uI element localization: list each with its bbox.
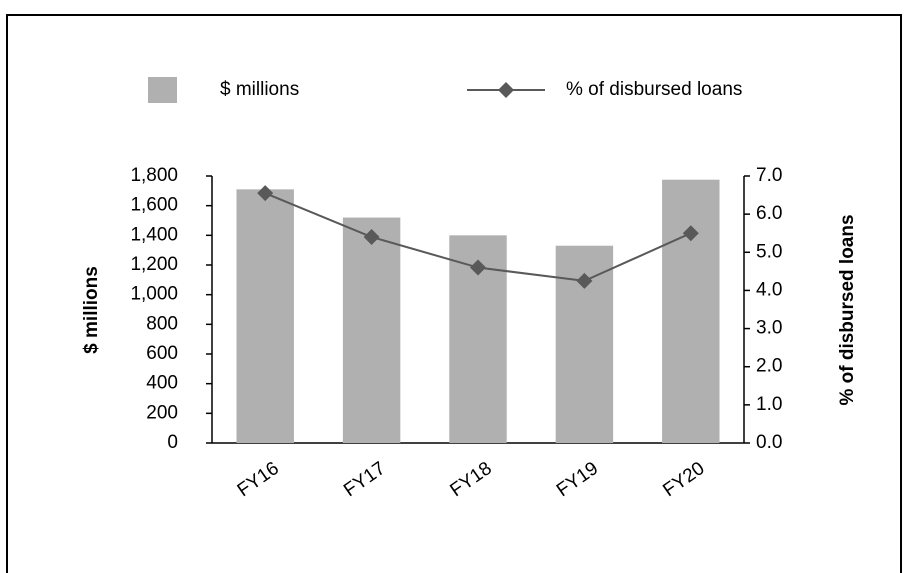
x-tick-label: FY19 — [553, 458, 602, 501]
bar — [342, 217, 401, 443]
bar — [236, 189, 294, 443]
y-tick-label: 800 — [146, 313, 178, 334]
y-tick-label: 1,600 — [130, 195, 178, 216]
y2-axis-label: % of disbursed loans — [837, 214, 858, 405]
marker — [257, 185, 274, 202]
legend-label: % of disbursed loans — [566, 79, 742, 100]
legend-swatch — [148, 77, 177, 103]
y-tick-label: 1,400 — [130, 224, 178, 245]
y2-tick-label: 6.0 — [756, 203, 782, 224]
y-axis-label: $ millions — [81, 266, 102, 354]
marker — [576, 272, 593, 289]
y2-tick-label: 1.0 — [756, 394, 782, 415]
y2-tick-label: 3.0 — [756, 318, 782, 339]
x-tick-label: FY16 — [234, 458, 283, 501]
y-tick-label: 1,200 — [130, 254, 178, 275]
y-tick-label: 0 — [167, 432, 178, 453]
bar — [662, 179, 720, 444]
marker — [682, 225, 699, 242]
y-tick-label: 200 — [146, 402, 178, 423]
y2-tick-label: 2.0 — [756, 356, 782, 377]
marker — [363, 229, 380, 246]
y2-tick-label: 0.0 — [756, 432, 782, 453]
y-tick-label: 400 — [146, 373, 178, 394]
y-tick-label: 1,000 — [130, 284, 178, 305]
y2-tick-label: 4.0 — [756, 279, 782, 300]
legend-marker — [498, 82, 514, 98]
x-tick-label: FY20 — [659, 458, 708, 501]
y2-tick-label: 5.0 — [756, 241, 782, 262]
legend-label: $ millions — [220, 79, 299, 100]
y-tick-label: 1,800 — [130, 165, 178, 186]
marker — [470, 259, 486, 276]
y2-tick-label: 7.0 — [756, 165, 782, 186]
frame — [6, 14, 902, 573]
x-tick-label: FY18 — [446, 458, 495, 501]
x-tick-label: FY17 — [340, 458, 389, 501]
y-tick-label: 600 — [146, 343, 178, 364]
